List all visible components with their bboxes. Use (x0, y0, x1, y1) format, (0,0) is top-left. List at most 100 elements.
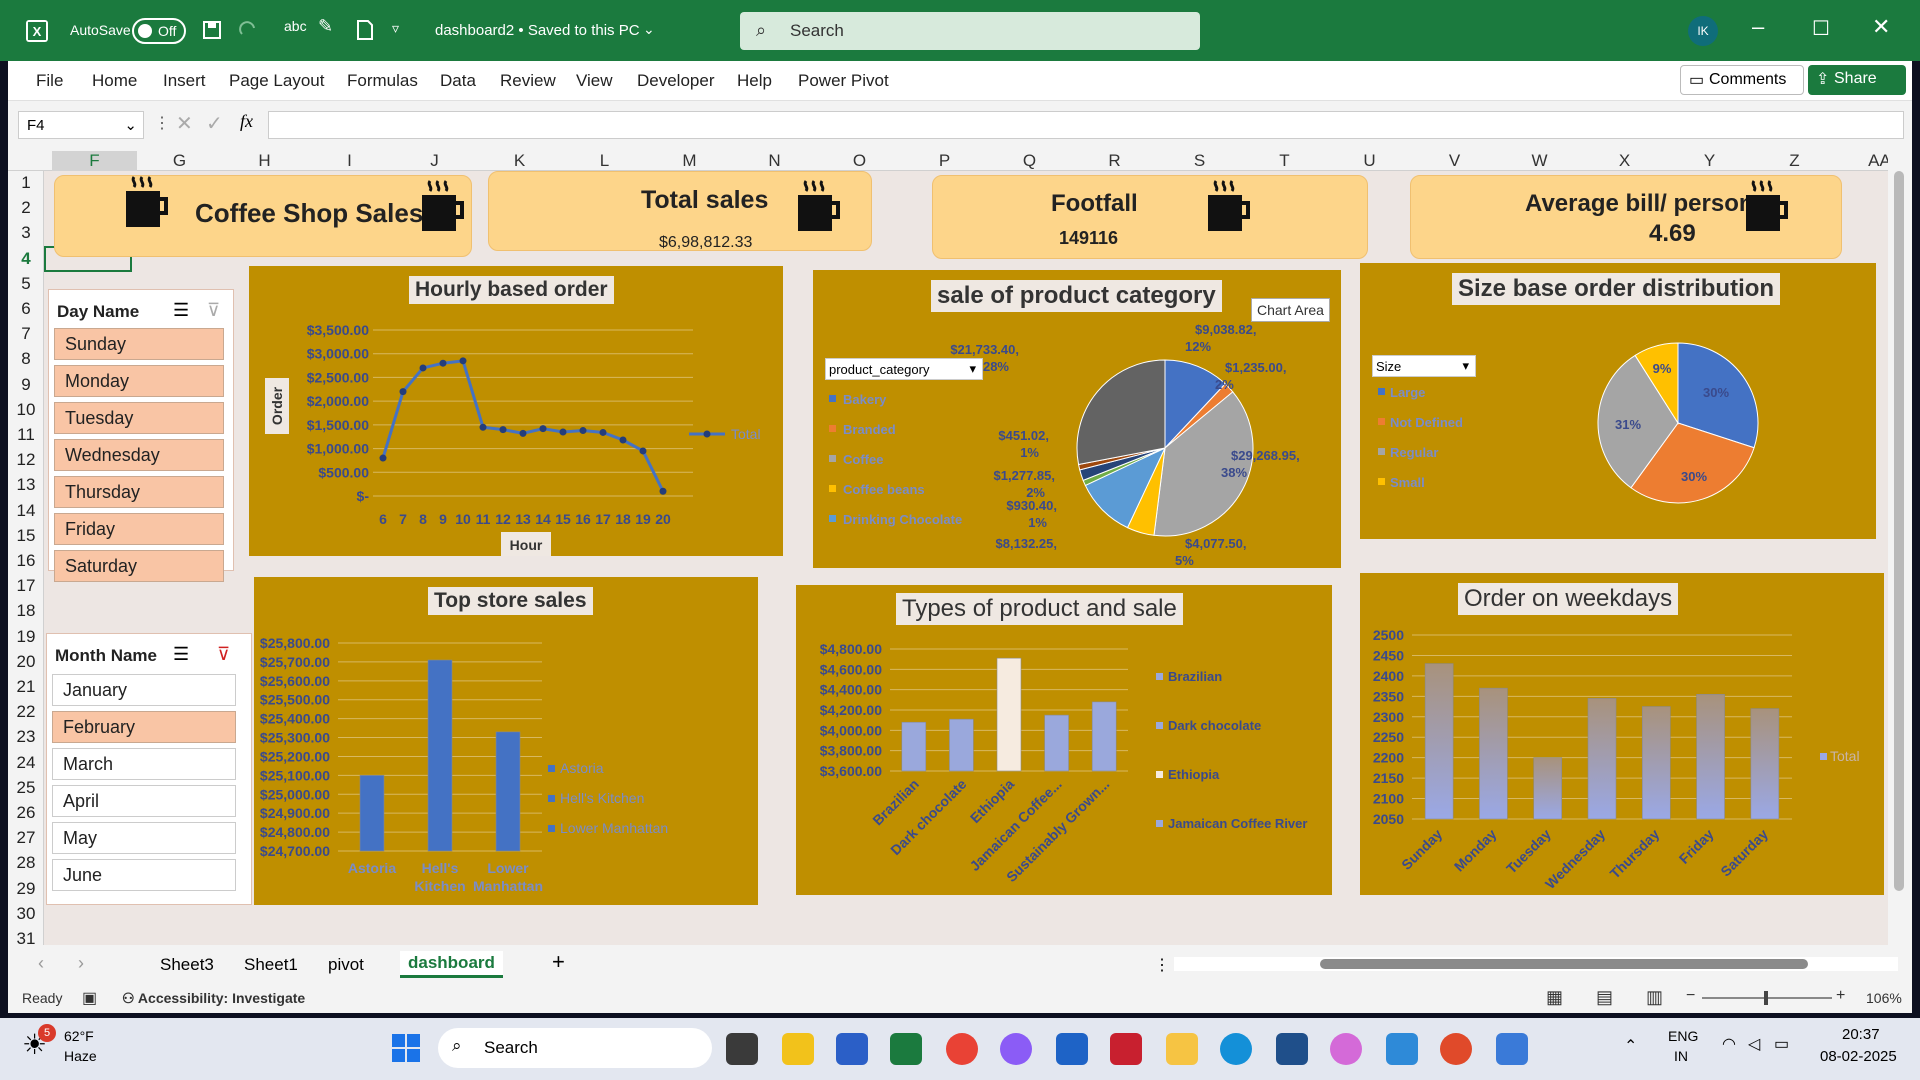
page-break-view-icon[interactable]: ▥ (1646, 987, 1664, 1007)
row-header-25[interactable]: 25 (16, 777, 36, 797)
column-header-Q[interactable]: Q (1022, 151, 1037, 170)
folder-icon[interactable] (1166, 1033, 1198, 1065)
top-store-sales-chart[interactable]: Top store sales $25,800.00 $25,700.00 $25,… (254, 577, 758, 905)
slicer-item-january[interactable]: January (52, 674, 236, 706)
vscode-icon[interactable] (1386, 1033, 1418, 1065)
clock-time[interactable]: 20:37 (1842, 1026, 1880, 1043)
row-header-15[interactable]: 15 (16, 525, 36, 545)
column-header-K[interactable]: K (513, 151, 526, 170)
insert-function-icon[interactable]: fx (240, 111, 253, 131)
row-header-16[interactable]: 16 (16, 551, 36, 570)
mcafee-icon[interactable] (1110, 1033, 1142, 1065)
horizontal-scrollbar[interactable] (1174, 957, 1898, 971)
slicer-item-march[interactable]: March (52, 748, 236, 780)
slicer-item-april[interactable]: April (52, 785, 236, 817)
chevron-right-icon[interactable]: › (78, 953, 84, 973)
redo-icon[interactable] (238, 20, 258, 40)
office-icon[interactable] (1440, 1033, 1472, 1065)
maximize-icon[interactable]: ☐ (1812, 18, 1830, 40)
clock-date[interactable]: 08-02-2025 (1820, 1048, 1897, 1065)
vertical-scroll-thumb[interactable] (1894, 171, 1904, 891)
column-header-G[interactable]: G (172, 151, 187, 170)
column-header-H[interactable]: H (258, 151, 271, 170)
column-header-T[interactable]: T (1279, 151, 1290, 170)
column-header-J[interactable]: J (430, 151, 439, 170)
taskbar-search[interactable]: ⌕ Search (438, 1028, 712, 1068)
slicer-item-february[interactable]: February (52, 711, 236, 743)
row-header-21[interactable]: 21 (16, 677, 36, 696)
slicer-item-may[interactable]: May (52, 822, 236, 854)
zoom-out-icon[interactable]: − (1686, 987, 1696, 1004)
row-header-24[interactable]: 24 (16, 752, 36, 772)
chevron-left-icon[interactable]: ‹ (38, 953, 44, 973)
row-header-19[interactable]: 19 (16, 626, 36, 646)
format-painter-icon[interactable]: ✎ (318, 16, 334, 36)
new-file-icon[interactable] (356, 19, 374, 41)
row-header-22[interactable]: 22 (16, 702, 36, 722)
column-header-Z[interactable]: Z (1789, 151, 1800, 170)
normal-view-icon[interactable]: ▦ (1546, 987, 1564, 1007)
power-bi-icon[interactable] (782, 1033, 814, 1065)
zoom-level[interactable]: 106% (1866, 990, 1902, 1006)
region-label[interactable]: IN (1674, 1048, 1688, 1064)
zoom-slider-thumb[interactable] (1764, 991, 1768, 1005)
files-icon[interactable] (1496, 1033, 1528, 1065)
slicer-item-friday[interactable]: Friday (54, 513, 224, 545)
column-header-U[interactable]: U (1363, 151, 1376, 170)
column-header-M[interactable]: M (682, 151, 697, 170)
row-header-9[interactable]: 9 (21, 374, 31, 394)
tab-home[interactable]: Home (92, 71, 138, 90)
row-header-10[interactable]: 10 (16, 399, 36, 419)
row-header-5[interactable]: 5 (21, 273, 31, 293)
clear-filter-icon[interactable]: ⊽ (217, 644, 231, 664)
row-header-18[interactable]: 18 (16, 601, 36, 621)
slicer-item-saturday[interactable]: Saturday (54, 550, 224, 582)
product-category-chart[interactable]: sale of product category Bakery Branded Co… (813, 270, 1341, 568)
column-header-Y[interactable]: Y (1703, 151, 1716, 170)
page-layout-view-icon[interactable]: ▤ (1596, 987, 1614, 1007)
row-header-26[interactable]: 26 (16, 803, 36, 822)
product-category-filter[interactable]: product_category ▾ (825, 358, 983, 380)
more-icon[interactable]: ⋮ (154, 115, 170, 132)
row-header-6[interactable]: 6 (21, 299, 31, 318)
share-button[interactable]: ⇪ Share (1808, 65, 1906, 95)
row-header-17[interactable]: 17 (16, 576, 36, 596)
cancel-icon[interactable]: ✕ (176, 113, 193, 135)
row-header-4[interactable]: 4 (21, 248, 31, 268)
row-header-2[interactable]: 2 (21, 198, 31, 218)
close-icon[interactable]: ✕ (1872, 14, 1891, 39)
word-icon[interactable] (836, 1033, 868, 1065)
tab-data[interactable]: Data (440, 71, 476, 90)
start-icon[interactable] (392, 1034, 420, 1062)
sheet-tab-sheet1[interactable]: Sheet1 (244, 955, 298, 974)
comments-button[interactable]: ▭ Comments (1680, 65, 1804, 95)
accessibility-status[interactable]: ⚇ Accessibility: Investigate (122, 990, 305, 1007)
vertical-scrollbar[interactable] (1888, 149, 1912, 945)
tab-formulas[interactable]: Formulas (347, 71, 418, 90)
wifi-icon[interactable]: ◠ (1722, 1036, 1736, 1053)
sheet-tab-pivot[interactable]: pivot (328, 955, 364, 974)
tab-file[interactable]: File (36, 71, 64, 90)
minimize-icon[interactable]: – (1752, 14, 1765, 39)
macro-icon[interactable]: ▣ (82, 990, 98, 1007)
slicer-item-june[interactable]: June (52, 859, 236, 891)
tab-view[interactable]: View (576, 71, 613, 90)
snipping-tool-icon[interactable] (1276, 1033, 1308, 1065)
tab-page-layout[interactable]: Page Layout (229, 71, 325, 90)
column-header-O[interactable]: O (852, 151, 867, 170)
slicer-item-monday[interactable]: Monday (54, 365, 224, 397)
copilot-icon[interactable] (1000, 1033, 1032, 1065)
zoom-in-icon[interactable]: + (1836, 987, 1846, 1004)
tab-insert[interactable]: Insert (163, 71, 206, 90)
more-icon[interactable]: ⋮ (1154, 957, 1170, 974)
row-header-14[interactable]: 14 (16, 500, 36, 520)
tab-help[interactable]: Help (737, 71, 772, 90)
worksheet[interactable]: Coffee Shop Sales Total sales $6,98,812.… (44, 171, 1888, 945)
column-header-X[interactable]: X (1618, 151, 1631, 170)
size-distribution-chart[interactable]: Size base order distribution Large Not De… (1360, 263, 1876, 539)
row-header-27[interactable]: 27 (16, 828, 36, 848)
formula-input[interactable] (268, 111, 1904, 139)
volume-icon[interactable]: ◁ (1748, 1036, 1761, 1053)
horizontal-scroll-thumb[interactable] (1320, 959, 1808, 969)
save-icon[interactable] (202, 20, 222, 40)
